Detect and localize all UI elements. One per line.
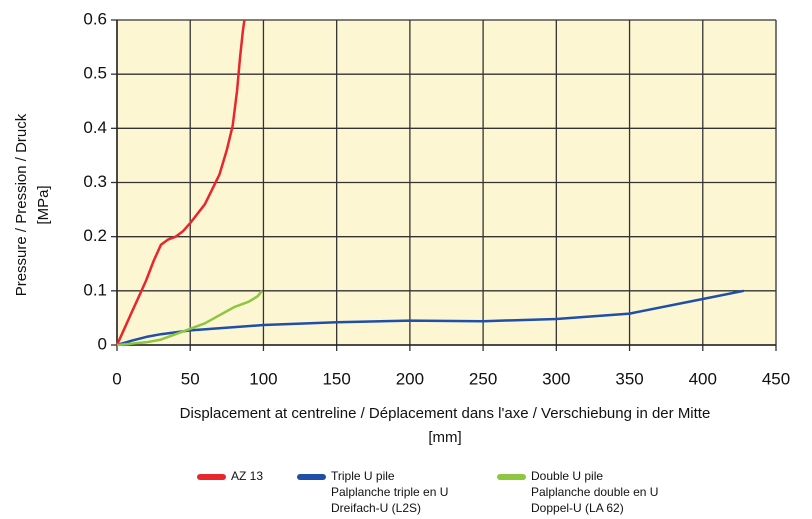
y-axis-label: [MPa] bbox=[35, 185, 52, 224]
x-tick-label: 350 bbox=[615, 369, 643, 388]
y-tick-label: 0.5 bbox=[83, 64, 107, 83]
y-tick-label: 0.3 bbox=[83, 172, 107, 191]
series-line bbox=[116, 290, 263, 347]
y-tick-label: 0.2 bbox=[83, 226, 107, 245]
series-line bbox=[116, 289, 745, 347]
legend-label: Doppel-U (LA 62) bbox=[531, 501, 624, 515]
x-tick-label: 450 bbox=[762, 369, 790, 388]
x-tick-label: 150 bbox=[322, 369, 350, 388]
x-tick-label: 0 bbox=[112, 369, 121, 388]
legend-label: Palplanche triple en U bbox=[331, 485, 448, 499]
x-tick-label: 400 bbox=[689, 369, 717, 388]
legend-label: Dreifach-U (L2S) bbox=[331, 501, 421, 515]
x-tick-label: 250 bbox=[469, 369, 497, 388]
y-tick-label: 0.4 bbox=[83, 118, 107, 137]
x-tick-label: 300 bbox=[542, 369, 570, 388]
x-tick-label: 50 bbox=[181, 369, 200, 388]
x-axis-label: [mm] bbox=[428, 429, 461, 446]
legend-label: Double U pile bbox=[531, 469, 603, 483]
y-axis-label: Pressure / Pression / Druck bbox=[13, 113, 30, 296]
legend-label: AZ 13 bbox=[231, 469, 263, 483]
x-tick-label: 100 bbox=[249, 369, 277, 388]
series-line bbox=[115, 19, 246, 346]
y-tick-label: 0.6 bbox=[83, 9, 107, 28]
y-tick-label: 0 bbox=[98, 334, 107, 353]
legend-label: Triple U pile bbox=[331, 469, 395, 483]
y-tick-label: 0.1 bbox=[83, 280, 107, 299]
x-axis-label: Displacement at centreline / Déplacement… bbox=[180, 405, 711, 422]
x-tick-label: 200 bbox=[396, 369, 424, 388]
legend-label: Palplanche double en U bbox=[531, 485, 658, 499]
